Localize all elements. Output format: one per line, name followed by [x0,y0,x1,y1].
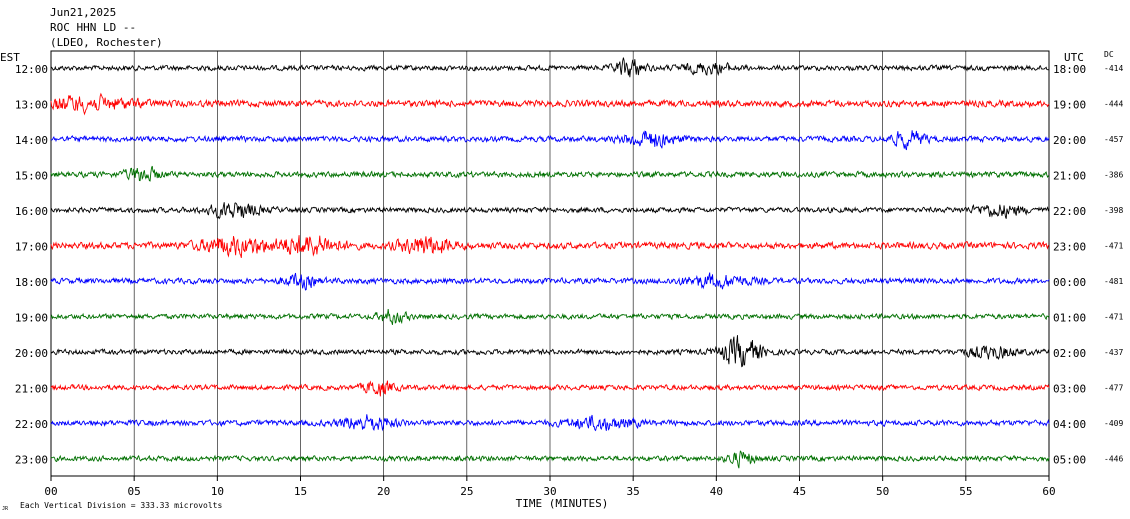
utc-time-label: 04:00 [1053,418,1086,431]
trace-line [50,272,1050,291]
dc-offset-label: -437 [1104,348,1123,357]
x-tick-label-25: 25 [460,485,473,498]
header-station: ROC HHN LD -- [50,21,136,34]
utc-time-label: 21:00 [1053,170,1086,183]
dc-offset-label: -414 [1104,64,1123,73]
est-time-label: 16:00 [15,205,48,218]
minute-grid [133,51,967,476]
trace-line [50,57,1050,78]
x-tick-label-10: 10 [211,485,224,498]
dc-offset-label: -471 [1104,313,1123,322]
x-tick-label-40: 40 [710,485,723,498]
est-time-label: 17:00 [15,241,48,254]
est-label: EST [0,51,20,64]
x-tick-labels: 00 05 10 15 20 25 30 35 40 45 50 55 60 [44,476,1056,498]
dc-offset-label: -398 [1104,206,1123,215]
header-network: (LDEO, Rochester) [50,36,163,49]
header-date: Jun21,2025 [50,6,116,19]
dc-offset-label: -446 [1104,455,1123,464]
utc-time-label: 23:00 [1053,241,1086,254]
est-time-label: 18:00 [15,276,48,289]
est-time-label: 21:00 [15,383,48,396]
est-time-label: 13:00 [15,99,48,112]
traces [50,57,1050,469]
trace-line [50,130,1050,151]
x-tick-label-00: 00 [44,485,57,498]
x-tick-label-35: 35 [627,485,640,498]
x-tick-label-50: 50 [876,485,889,498]
x-tick-label-45: 45 [793,485,806,498]
trace-line [50,92,1050,116]
utc-time-label: 03:00 [1053,383,1086,396]
trace-line [50,450,1050,469]
utc-time-label: 05:00 [1053,454,1086,467]
est-time-label: 23:00 [15,454,48,467]
est-time-label: 22:00 [15,418,48,431]
dc-offset-label: -471 [1104,242,1123,251]
dc-offset-label: -409 [1104,419,1123,428]
utc-time-label: 18:00 [1053,63,1086,76]
trace-line [50,309,1050,325]
x-tick-label-20: 20 [377,485,390,498]
est-time-label: 14:00 [15,134,48,147]
dc-label: DC [1104,50,1114,59]
est-time-label: 19:00 [15,312,48,325]
dc-offset-label: -477 [1104,384,1123,393]
utc-time-label: 00:00 [1053,276,1086,289]
utc-time-label: 20:00 [1053,134,1086,147]
dc-offset-label: -444 [1104,100,1123,109]
dc-offset-label: -457 [1104,135,1123,144]
trace-line [50,380,1050,397]
est-time-label: 20:00 [15,347,48,360]
trace-line [50,202,1050,220]
x-tick-label-05: 05 [128,485,141,498]
row-labels: 12:00 18:00 -414 13:00 19:00 -444 14:00 20:00 -4… [15,63,1124,467]
x-tick-label-55: 55 [959,485,972,498]
utc-time-label: 22:00 [1053,205,1086,218]
utc-label: UTC [1064,51,1084,64]
dc-offset-label: -481 [1104,277,1123,286]
utc-time-label: 02:00 [1053,347,1086,360]
trace-line [50,335,1050,368]
est-time-label: 15:00 [15,170,48,183]
trace-line [50,235,1050,258]
trace-line [50,165,1050,182]
x-tick-label-30: 30 [543,485,556,498]
utc-time-label: 19:00 [1053,99,1086,112]
x-tick-label-60: 60 [1042,485,1055,498]
trace-line [50,414,1050,432]
est-time-label: 12:00 [15,63,48,76]
x-axis-label: TIME (MINUTES) [516,497,609,510]
dc-offset-label: -386 [1104,171,1123,180]
scale-note: Each Vertical Division = 333.33 microvol… [20,501,222,510]
x-tick-label-15: 15 [294,485,307,498]
logo-mark: JR [2,506,9,512]
utc-time-label: 01:00 [1053,312,1086,325]
